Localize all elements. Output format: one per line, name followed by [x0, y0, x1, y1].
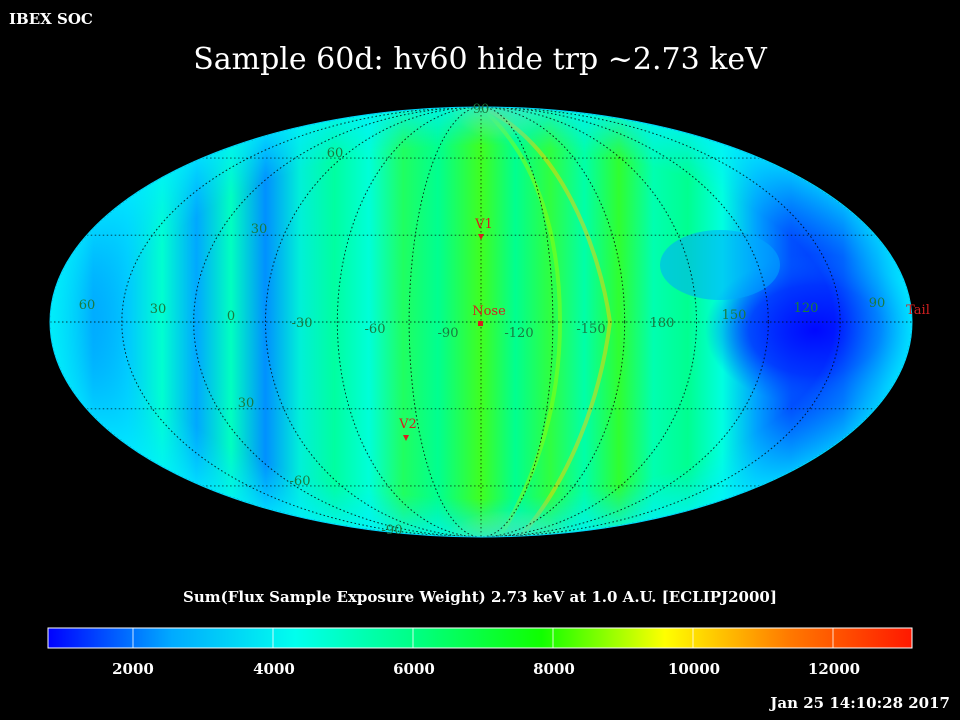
colorbar-ticks: 2000 4000 6000 8000 10000 12000 [112, 660, 860, 678]
v1-pin [478, 234, 484, 240]
lon-label-minus120: -120 [504, 326, 533, 341]
colorbar-tick: 8000 [533, 660, 575, 678]
map-fill [50, 107, 912, 537]
nose-marker: Nose [472, 304, 506, 326]
v2-marker: V2 [398, 417, 417, 441]
colorbar-tick: 10000 [668, 660, 720, 678]
colorbar: 2000 4000 6000 8000 10000 12000 [47, 627, 913, 678]
lat-label-30: 30 [251, 222, 268, 237]
nose-pin [478, 321, 483, 326]
timestamp: Jan 25 14:10:28 2017 [770, 694, 950, 712]
lon-label-120: 120 [794, 301, 819, 316]
map-markers: V1 Nose V2 Tail [398, 217, 930, 441]
v2-pin [403, 435, 409, 441]
meridian-line [408, 107, 554, 537]
lon-label-30: 30 [150, 302, 167, 317]
meridian-line [336, 107, 626, 537]
meridian-line [265, 107, 697, 537]
lon-label-60: 60 [79, 298, 96, 313]
lat-label-minus30: 30 [238, 396, 255, 411]
colorbar-title: Sum(Flux Sample Exposure Weight) 2.73 ke… [183, 588, 777, 606]
lon-label-minus30: -30 [292, 316, 313, 331]
v2-label: V2 [398, 417, 417, 432]
v1-label: V1 [474, 217, 493, 232]
tail-label: Tail [906, 303, 930, 318]
lon-label-0: 0 [227, 309, 235, 324]
colorbar-tick: 12000 [808, 660, 860, 678]
org-label: IBEX SOC [9, 10, 93, 28]
colorbar-tick: 6000 [393, 660, 435, 678]
lat-label-90: 90 [473, 102, 490, 117]
nose-label: Nose [472, 304, 506, 319]
lon-label-90: 90 [869, 296, 886, 311]
lon-label-180: 180 [650, 316, 675, 331]
meridian-line [193, 107, 769, 537]
lon-label-150: 150 [722, 308, 747, 323]
lon-label-minus90: -90 [438, 326, 459, 341]
colorbar-tick: 2000 [112, 660, 154, 678]
colorbar-frame [47, 627, 913, 649]
map-title: Sample 60d: hv60 hide trp ~2.73 keV [193, 42, 767, 77]
lon-label-minus60: -60 [365, 322, 386, 337]
lat-label-minus90: -90 [382, 523, 403, 538]
colorbar-gradient [48, 628, 912, 648]
meridian-line [121, 107, 841, 537]
grid-labels: 90 60 30 30 -60 -90 60 30 0 -30 -60 -90 … [79, 102, 886, 538]
v1-marker: V1 [474, 217, 493, 240]
lat-label-60: 60 [327, 146, 344, 161]
lat-label-minus60: -60 [290, 474, 311, 489]
colorbar-tick: 4000 [253, 660, 295, 678]
lon-label-minus150: -150 [576, 322, 605, 337]
map-border [49, 106, 913, 538]
